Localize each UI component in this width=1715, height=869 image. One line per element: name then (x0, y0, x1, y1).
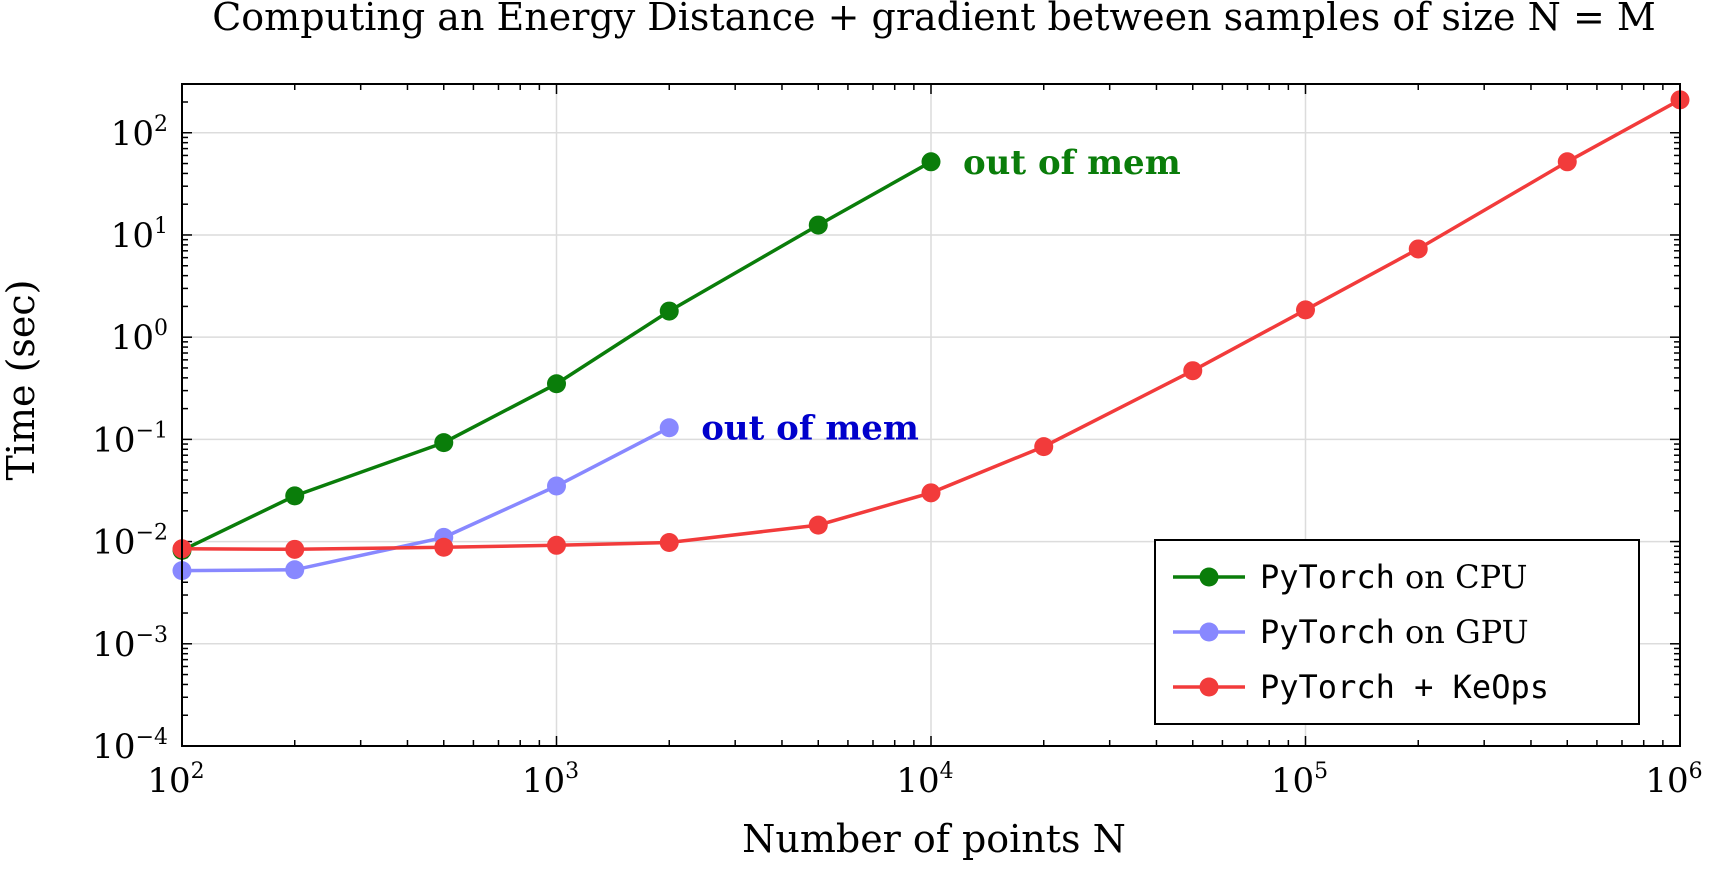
y-axis-label: Time (sec) (0, 279, 43, 480)
data-point (659, 301, 679, 321)
y-tick-label: 10−1 (92, 418, 168, 460)
annotation-out-of-mem: out of mem (963, 143, 1181, 183)
legend-swatch-marker (1199, 622, 1219, 642)
data-point (1296, 300, 1315, 320)
series-1 (172, 418, 679, 581)
data-point (659, 532, 679, 552)
data-point (1034, 437, 1054, 457)
x-tick-label: 102 (147, 759, 204, 801)
x-tick-label: 105 (1271, 759, 1328, 801)
series-2 (172, 90, 1690, 559)
x-axis-label: Number of points N (742, 817, 1126, 861)
legend-item: PyTorch + KeOps (1173, 668, 1549, 706)
legend: PyTorch on CPU PyTorch on GPU PyTorch + Ke… (1154, 539, 1640, 725)
x-tick-label: 103 (522, 759, 579, 801)
y-tick-label: 100 (111, 316, 168, 358)
data-point (1557, 152, 1577, 172)
x-tick-label: 104 (896, 759, 953, 801)
data-point (547, 476, 566, 496)
data-point (921, 152, 941, 172)
data-point (659, 418, 679, 438)
data-point (434, 537, 454, 557)
y-tick-label: 102 (111, 112, 168, 154)
data-point (285, 486, 305, 506)
data-point (921, 483, 941, 503)
data-point (434, 433, 454, 453)
data-point (808, 215, 828, 235)
annotation-out-of-mem: out of mem (701, 409, 919, 449)
data-point (285, 560, 305, 580)
y-tick-label: 10−2 (92, 521, 168, 563)
legend-item: PyTorch on GPU (1173, 613, 1529, 651)
legend-item: PyTorch on CPU (1173, 558, 1528, 596)
legend-label: PyTorch on GPU (1260, 613, 1529, 651)
data-point (808, 515, 828, 535)
annotations: out of mem out of mem (701, 143, 1180, 449)
y-tick-label: 101 (111, 214, 168, 256)
data-point (1183, 361, 1203, 381)
legend-swatch-marker (1199, 677, 1219, 697)
legend-label: PyTorch on CPU (1260, 558, 1528, 596)
plot-frame (181, 83, 1681, 747)
data-point (285, 539, 305, 559)
legend-label: PyTorch + KeOps (1260, 668, 1549, 706)
chart-title: Computing an Energy Distance + gradient … (212, 0, 1656, 39)
data-point (1408, 239, 1428, 259)
legend-swatch-marker (1199, 567, 1219, 587)
data-point (547, 374, 566, 394)
tick-labels: 102 103 104 105 106 10−4 10−3 10−2 10−1 100 101 102 (92, 112, 1702, 801)
data-point (547, 535, 566, 555)
y-tick-label: 10−3 (92, 623, 168, 665)
series-layer (172, 90, 1690, 581)
x-tick-label: 106 (1645, 759, 1702, 801)
y-tick-label: 10−4 (92, 725, 168, 767)
